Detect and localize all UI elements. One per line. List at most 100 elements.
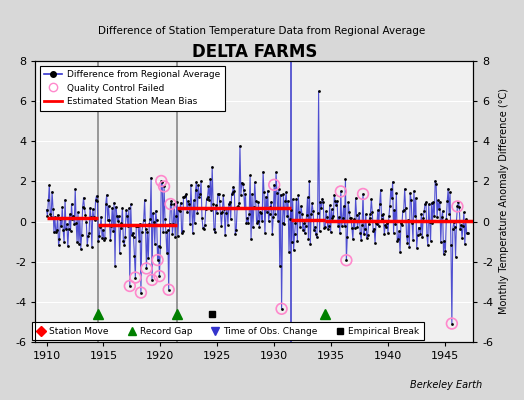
Point <box>130 253 139 259</box>
Point <box>279 191 288 198</box>
Point <box>462 216 470 222</box>
Point <box>272 169 280 176</box>
Point <box>282 189 290 195</box>
Point <box>188 205 196 211</box>
Point <box>233 204 242 210</box>
Point <box>177 200 185 206</box>
Point <box>116 225 125 232</box>
Point <box>141 226 150 233</box>
Point <box>242 220 250 226</box>
Point <box>299 227 307 234</box>
Point <box>157 178 166 184</box>
Legend: Station Move, Record Gap, Time of Obs. Change, Empirical Break: Station Move, Record Gap, Time of Obs. C… <box>32 322 423 340</box>
Point <box>308 200 316 206</box>
Point <box>451 253 460 260</box>
Point <box>312 231 320 238</box>
Point <box>149 210 157 216</box>
Point <box>166 201 174 207</box>
Point <box>162 250 171 256</box>
Point <box>43 213 52 219</box>
Point <box>337 222 346 229</box>
Point <box>295 208 303 215</box>
Point <box>71 186 80 192</box>
Point <box>278 220 287 226</box>
Point <box>74 209 82 216</box>
Point <box>291 220 300 226</box>
Point <box>324 226 332 232</box>
Point <box>276 262 284 269</box>
Point <box>104 203 113 209</box>
Point <box>374 207 382 213</box>
Point <box>449 226 457 232</box>
Point <box>336 188 345 195</box>
Point <box>150 241 159 247</box>
Point <box>53 212 62 218</box>
Point <box>384 230 392 236</box>
Point <box>298 210 306 217</box>
Point <box>56 236 64 242</box>
Point <box>423 232 431 238</box>
Point <box>67 228 75 234</box>
Point <box>193 210 202 216</box>
Point <box>144 255 152 261</box>
Point <box>435 198 444 205</box>
Point <box>87 214 95 220</box>
Point <box>270 182 278 188</box>
Point <box>244 220 253 226</box>
Point <box>115 213 123 220</box>
Point <box>416 224 424 231</box>
Point <box>46 211 54 217</box>
Point <box>92 193 101 199</box>
Point <box>280 220 289 227</box>
Point <box>235 200 243 206</box>
Point <box>201 222 209 228</box>
Point <box>155 273 163 279</box>
Point <box>209 200 217 207</box>
Point <box>339 215 347 221</box>
Point <box>420 208 428 214</box>
Point <box>138 228 146 235</box>
Point <box>456 226 464 232</box>
Point <box>368 209 376 216</box>
Point <box>127 201 135 208</box>
Point <box>322 208 330 215</box>
Point <box>376 201 384 208</box>
Point <box>275 185 283 192</box>
Point <box>355 210 364 216</box>
Point <box>214 191 222 197</box>
Point <box>169 220 178 227</box>
Point <box>94 238 103 244</box>
Point <box>206 176 214 182</box>
Point <box>220 206 228 212</box>
Point <box>246 172 254 179</box>
Point <box>48 188 56 195</box>
Point <box>288 239 296 245</box>
Point <box>373 220 381 227</box>
Point <box>328 206 336 213</box>
Point <box>461 241 469 248</box>
Point <box>428 220 436 226</box>
Point <box>382 224 390 230</box>
Point <box>265 218 273 224</box>
Point <box>183 209 191 216</box>
Point <box>77 245 85 252</box>
Point <box>323 214 331 220</box>
Point <box>79 204 87 210</box>
Point <box>397 220 405 226</box>
Point <box>399 208 407 214</box>
Point <box>64 226 73 232</box>
Point <box>451 224 459 230</box>
Point <box>162 229 170 235</box>
Point <box>267 198 276 205</box>
Point <box>351 224 359 231</box>
Point <box>457 222 465 229</box>
Point <box>226 215 235 222</box>
Point <box>383 220 391 226</box>
Point <box>386 202 394 209</box>
Point <box>184 198 192 204</box>
Point <box>146 215 155 222</box>
Point <box>241 205 249 211</box>
Point <box>454 199 463 206</box>
Point <box>363 234 371 241</box>
Point <box>353 224 362 230</box>
